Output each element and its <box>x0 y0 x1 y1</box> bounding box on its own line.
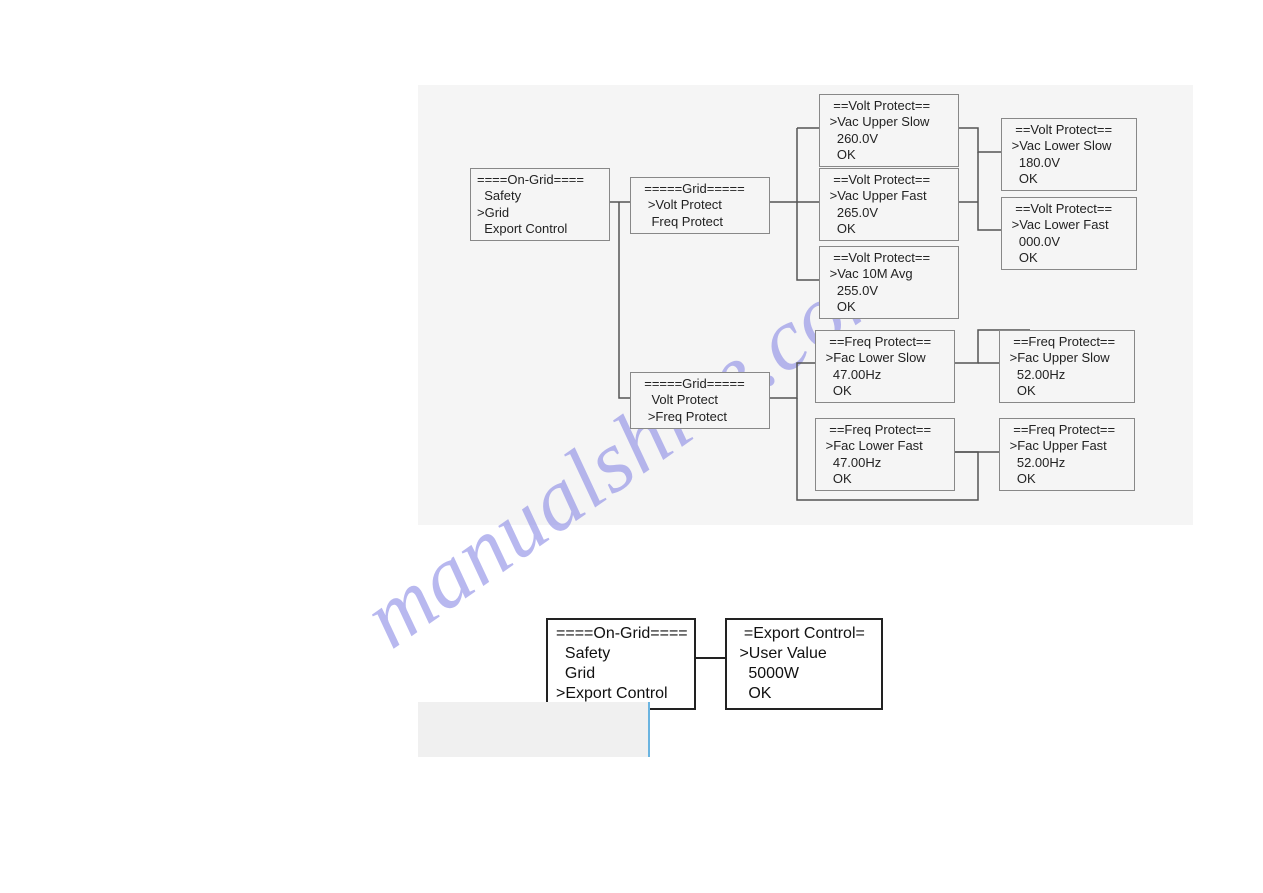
menu-box-fac-lower-fast: ==Freq Protect== >Fac Lower Fast 47.00Hz… <box>815 418 955 491</box>
menu-box-on-grid: ====On-Grid==== Safety >Grid Export Cont… <box>470 168 610 241</box>
bottom-panel <box>418 702 650 757</box>
menu-box-vac-upper-fast: ==Volt Protect== >Vac Upper Fast 265.0V … <box>819 168 959 241</box>
menu-box-grid-freq-protect: =====Grid===== Volt Protect >Freq Protec… <box>630 372 770 429</box>
menu-box-export-control: =Export Control= >User Value 5000W OK <box>725 618 883 710</box>
menu-box-fac-upper-fast: ==Freq Protect== >Fac Upper Fast 52.00Hz… <box>999 418 1135 491</box>
menu-box-vac-lower-fast: ==Volt Protect== >Vac Lower Fast 000.0V … <box>1001 197 1137 270</box>
menu-box-vac-lower-slow: ==Volt Protect== >Vac Lower Slow 180.0V … <box>1001 118 1137 191</box>
menu-box-vac-upper-slow: ==Volt Protect== >Vac Upper Slow 260.0V … <box>819 94 959 167</box>
menu-box-fac-lower-slow: ==Freq Protect== >Fac Lower Slow 47.00Hz… <box>815 330 955 403</box>
menu-box-vac-10m-avg: ==Volt Protect== >Vac 10M Avg 255.0V OK <box>819 246 959 319</box>
menu-box-on-grid-export: ====On-Grid==== Safety Grid >Export Cont… <box>546 618 696 710</box>
menu-box-fac-upper-slow: ==Freq Protect== >Fac Upper Slow 52.00Hz… <box>999 330 1135 403</box>
menu-box-grid-volt-protect: =====Grid===== >Volt Protect Freq Protec… <box>630 177 770 234</box>
